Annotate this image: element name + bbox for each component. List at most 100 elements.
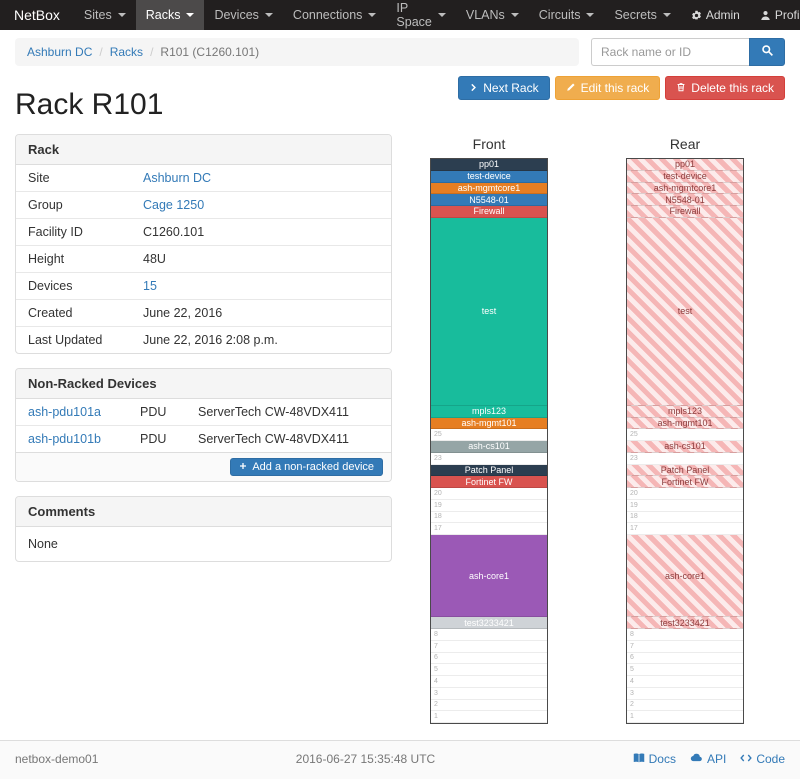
rack-device-test-device[interactable]: test-device <box>627 170 743 183</box>
rack-device-ash-mgmt101[interactable]: ash-mgmt101 <box>431 417 547 430</box>
unit-number: 23 <box>434 454 442 462</box>
device-role: PDU <box>128 425 186 452</box>
nav-item-sites[interactable]: Sites <box>74 0 136 30</box>
unit-number: 18 <box>434 513 442 521</box>
user-icon <box>760 10 771 21</box>
unit-number: 25 <box>434 431 442 439</box>
nav-item-circuits[interactable]: Circuits <box>529 0 605 30</box>
table-row: Facility ID C1260.101 <box>16 218 391 246</box>
attr-label: Height <box>16 245 131 273</box>
nav-item-connections[interactable]: Connections <box>283 0 387 30</box>
docs-link[interactable]: Docs <box>633 751 676 767</box>
rack-device-ash-mgmtcore1[interactable]: ash-mgmtcore1 <box>431 182 547 195</box>
rack-device-fortinet-fw[interactable]: Fortinet FW <box>431 476 547 488</box>
next-rack-label: Next Rack <box>483 81 539 95</box>
rack-device-firewall[interactable]: Firewall <box>627 206 743 218</box>
chevron-down-icon <box>586 13 595 17</box>
rear-elevation-title: Rear <box>669 136 701 152</box>
table-row: Created June 22, 2016 <box>16 299 391 327</box>
rack-unit-rear-18: 18 <box>627 512 743 524</box>
site-link[interactable]: Ashburn DC <box>143 171 212 185</box>
unit-number: 7 <box>434 642 438 650</box>
rack-device-patch-panel[interactable]: Patch Panel <box>431 464 547 477</box>
search-button[interactable] <box>749 38 785 66</box>
rack-device-test3233421[interactable]: test3233421 <box>431 617 547 629</box>
profile-label: Profile <box>774 8 800 22</box>
unit-number: 6 <box>434 654 438 662</box>
breadcrumb-racks-link[interactable]: Racks <box>109 45 144 59</box>
rack-device-test3233421[interactable]: test3233421 <box>627 617 743 629</box>
rack-device-pp01[interactable]: pp01 <box>431 159 547 171</box>
api-link[interactable]: API <box>690 751 726 767</box>
page-container: Ashburn DC RacksR101 (C1260.101) Rack R10… <box>0 30 800 724</box>
comments-panel: Comments None <box>15 496 392 562</box>
non-racked-panel-heading: Non-Racked Devices <box>16 369 391 399</box>
rack-unit-rear-3: 3 <box>627 688 743 700</box>
search-input[interactable] <box>591 38 749 66</box>
main-content: Rack Site Ashburn DC Group Cage 1250 Facil… <box>15 134 785 724</box>
rack-unit-front-7: 7 <box>431 641 547 653</box>
toolbar-row: Ashburn DC RacksR101 (C1260.101) <box>15 38 785 66</box>
table-row: Devices 15 <box>16 272 391 300</box>
rack-unit-front-8: 8 <box>431 629 547 641</box>
profile-link[interactable]: Profile <box>750 0 800 30</box>
unit-number: 6 <box>630 654 634 662</box>
edit-rack-button[interactable]: Edit this rack <box>554 76 661 100</box>
rack-unit-rear-5: 5 <box>627 664 743 676</box>
unit-number: 1 <box>630 713 634 721</box>
nav-item-ip-space[interactable]: IP Space <box>386 0 455 30</box>
brand-logo[interactable]: NetBox <box>14 7 60 23</box>
add-non-racked-device-button[interactable]: Add a non-racked device <box>230 458 383 476</box>
rack-device-ash-cs101[interactable]: ash-cs101 <box>431 441 547 453</box>
rack-unit-front-25: 25 <box>431 429 547 441</box>
rack-unit-front-18: 18 <box>431 512 547 524</box>
rack-device-ash-mgmtcore1[interactable]: ash-mgmtcore1 <box>627 182 743 195</box>
rack-device-pp01[interactable]: pp01 <box>627 159 743 171</box>
device-link[interactable]: ash-pdu101a <box>28 405 101 419</box>
rack-device-patch-panel[interactable]: Patch Panel <box>627 464 743 477</box>
rack-device-n5548-01[interactable]: N5548-01 <box>431 194 547 206</box>
group-link[interactable]: Cage 1250 <box>143 198 205 212</box>
unit-number: 20 <box>630 489 638 497</box>
next-rack-button[interactable]: Next Rack <box>458 76 550 100</box>
nav-label: VLANs <box>465 8 505 22</box>
attr-label: Group <box>16 191 131 219</box>
rack-device-test[interactable]: test <box>627 217 743 406</box>
nav-label: Secrets <box>614 8 657 22</box>
nav-item-vlans[interactable]: VLANs <box>456 0 529 30</box>
rack-device-fortinet-fw[interactable]: Fortinet FW <box>627 476 743 488</box>
api-label: API <box>706 752 727 766</box>
table-row: ash-pdu101b PDU ServerTech CW-48VDX411 <box>16 425 391 452</box>
device-link[interactable]: ash-pdu101b <box>28 432 101 446</box>
rack-device-mpls123[interactable]: mpls123 <box>627 405 743 418</box>
unit-number: 4 <box>434 677 438 685</box>
book-icon <box>633 752 645 767</box>
nav-item-racks[interactable]: Racks <box>135 0 205 30</box>
chevron-down-icon <box>368 13 377 17</box>
rack-device-ash-mgmt101[interactable]: ash-mgmt101 <box>627 417 743 430</box>
devices-count-link[interactable]: 15 <box>143 279 157 293</box>
rack-device-ash-core1[interactable]: ash-core1 <box>431 535 547 618</box>
rack-device-ash-cs101[interactable]: ash-cs101 <box>627 441 743 453</box>
device-type: ServerTech CW-48VDX411 <box>186 425 391 452</box>
rack-device-firewall[interactable]: Firewall <box>431 206 547 218</box>
rack-unit-rear-8: 8 <box>627 629 743 641</box>
unit-number: 4 <box>630 677 634 685</box>
rack-device-test-device[interactable]: test-device <box>431 170 547 183</box>
rack-device-mpls123[interactable]: mpls123 <box>431 405 547 418</box>
nav-item-secrets[interactable]: Secrets <box>604 0 680 30</box>
code-link[interactable]: Code <box>740 751 785 767</box>
rack-device-n5548-01[interactable]: N5548-01 <box>627 194 743 206</box>
rack-unit-front-23: 23 <box>431 453 547 465</box>
page-title: Rack R101 <box>15 88 164 121</box>
rack-device-ash-core1[interactable]: ash-core1 <box>627 535 743 618</box>
nav-item-devices[interactable]: Devices <box>204 0 282 30</box>
breadcrumb-site-link[interactable]: Ashburn DC <box>27 45 93 59</box>
hostname: netbox-demo01 <box>15 752 99 766</box>
rack-unit-rear-19: 19 <box>627 500 743 512</box>
delete-rack-button[interactable]: Delete this rack <box>665 76 785 100</box>
rack-device-test[interactable]: test <box>431 217 547 406</box>
rack-unit-rear-1: 1 <box>627 711 743 723</box>
nav-label: Devices <box>214 8 259 22</box>
admin-link[interactable]: Admin <box>681 0 750 30</box>
